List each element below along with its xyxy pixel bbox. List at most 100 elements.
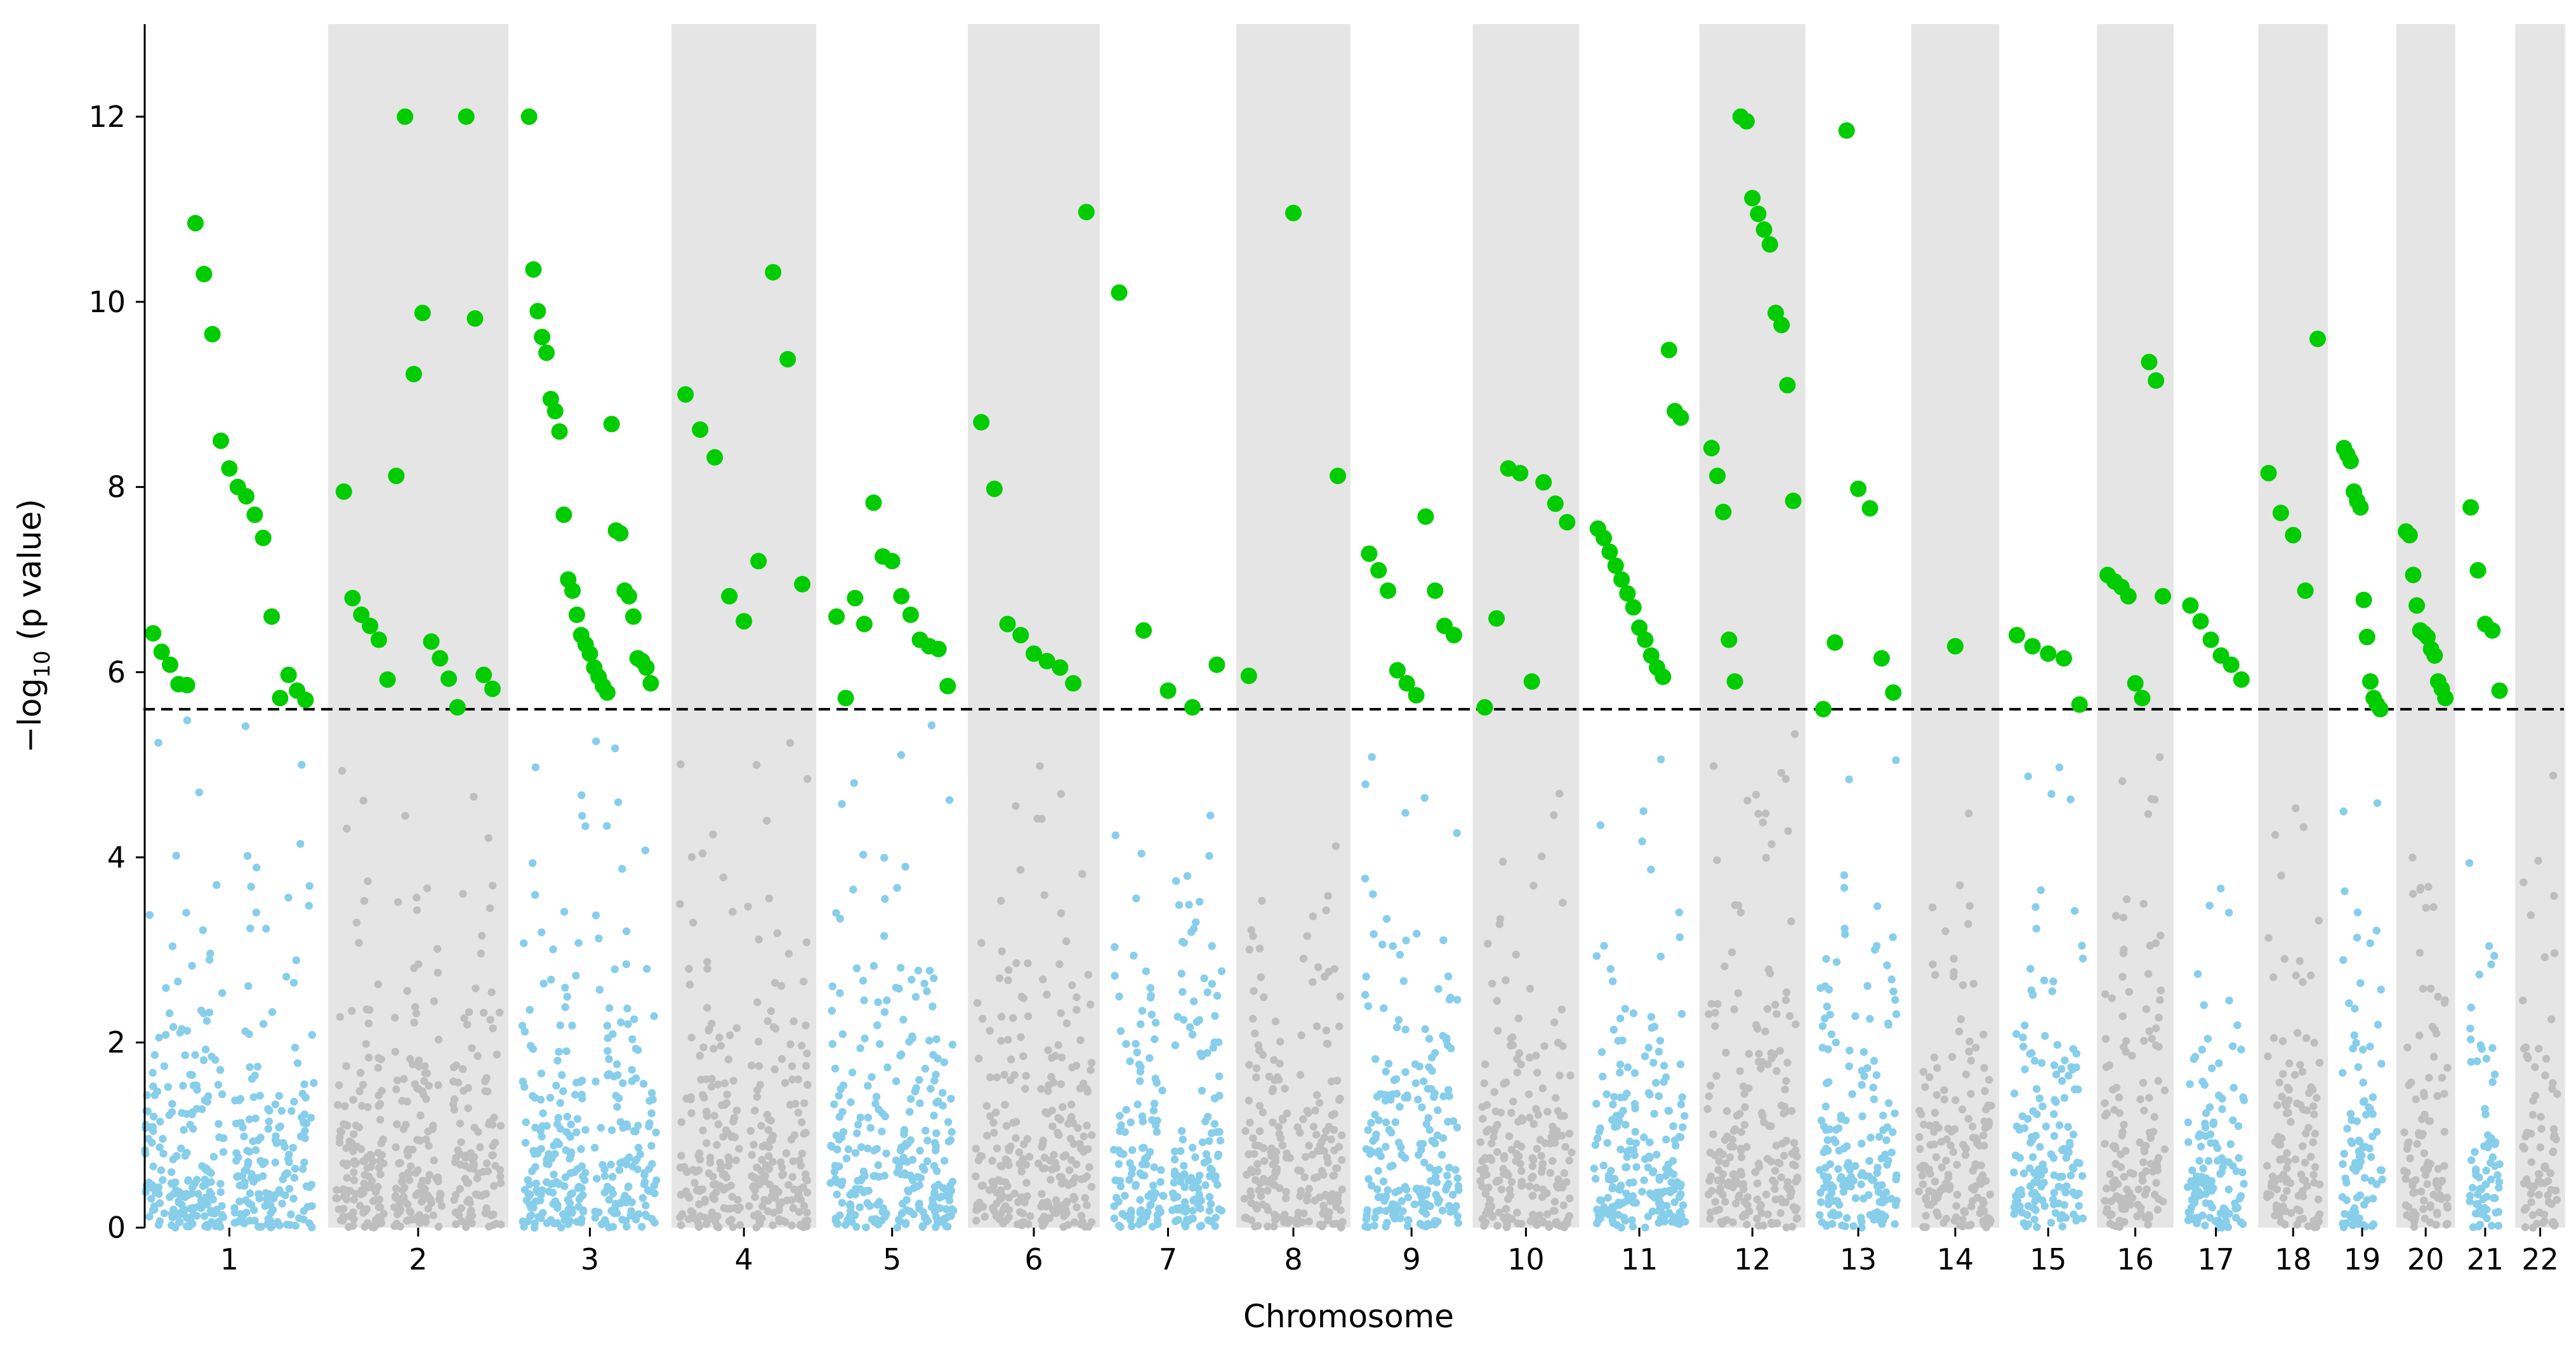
background-point	[1177, 1127, 1186, 1135]
background-point	[188, 1071, 196, 1079]
background-point	[1882, 1188, 1891, 1197]
background-point	[896, 1146, 905, 1155]
background-point	[1549, 1207, 1558, 1215]
background-point	[1439, 1032, 1447, 1040]
background-point	[2283, 1149, 2291, 1157]
background-point	[2033, 1223, 2041, 1231]
background-point	[1055, 960, 1064, 968]
background-point	[2377, 985, 2385, 994]
background-point	[997, 1013, 1006, 1021]
background-point	[392, 1143, 400, 1152]
background-point	[537, 1191, 545, 1199]
significant-point	[1595, 529, 1613, 546]
background-point	[1332, 1202, 1340, 1211]
background-point	[1252, 1176, 1260, 1184]
background-point	[1314, 963, 1323, 971]
background-point	[750, 1211, 758, 1220]
background-point	[763, 817, 771, 825]
significant-point	[432, 650, 449, 667]
background-point	[1772, 1141, 1780, 1150]
x-tick-label: 12	[1734, 1242, 1771, 1277]
background-point	[2490, 1070, 2499, 1079]
background-point	[1759, 1221, 1767, 1230]
background-point	[2108, 994, 2116, 1002]
background-point	[1936, 1186, 1945, 1195]
background-point	[1329, 1171, 1337, 1180]
background-point	[1386, 1162, 1394, 1171]
background-point	[2281, 1220, 2289, 1229]
background-point	[2432, 1221, 2440, 1229]
background-point	[1858, 1223, 1866, 1232]
background-point	[1509, 1098, 1517, 1106]
background-point	[478, 931, 486, 940]
background-point	[833, 1145, 842, 1153]
background-point	[2126, 1169, 2135, 1178]
background-point	[2428, 1023, 2437, 1031]
background-point	[1550, 1018, 1559, 1027]
background-point	[404, 1200, 412, 1209]
background-point	[2154, 1077, 2162, 1085]
background-point	[1111, 831, 1120, 839]
background-point	[1549, 1157, 1557, 1165]
significant-point	[973, 414, 990, 431]
background-point	[1012, 959, 1020, 968]
background-point	[800, 977, 808, 986]
background-point	[1085, 1223, 1093, 1231]
background-point	[1255, 1127, 1264, 1136]
background-point	[648, 1160, 656, 1168]
background-point	[1040, 891, 1048, 900]
background-point	[399, 1125, 408, 1133]
background-point	[1445, 995, 1454, 1004]
background-point	[2198, 1046, 2206, 1054]
background-point	[1887, 1148, 1896, 1157]
significant-point	[2134, 690, 2151, 707]
background-point	[2205, 1103, 2214, 1112]
background-point	[1265, 1072, 1274, 1081]
background-point	[403, 1148, 412, 1156]
background-point	[1881, 1212, 1889, 1221]
significant-point	[765, 264, 782, 281]
background-point	[1752, 1021, 1760, 1029]
background-point	[522, 1118, 530, 1127]
background-point	[880, 932, 888, 940]
background-point	[1599, 1072, 1607, 1081]
background-point	[916, 1146, 924, 1155]
background-point	[1708, 1186, 1716, 1195]
background-point	[1293, 1219, 1302, 1228]
background-point	[875, 1172, 883, 1181]
significant-point	[1613, 571, 1630, 588]
background-point	[859, 851, 868, 859]
background-point	[482, 1204, 491, 1212]
background-point	[160, 1062, 169, 1070]
significant-point	[1370, 561, 1387, 579]
background-point	[988, 1157, 996, 1165]
background-point	[897, 1209, 906, 1218]
background-point	[748, 1061, 756, 1070]
background-point	[1015, 1148, 1024, 1157]
background-point	[2275, 1079, 2283, 1087]
background-point	[2024, 1202, 2033, 1211]
background-point	[1958, 981, 1967, 990]
background-point	[880, 853, 888, 862]
background-point	[701, 1198, 709, 1206]
background-point	[603, 1021, 612, 1030]
background-point	[1213, 992, 1222, 1000]
significant-point	[178, 676, 195, 693]
background-point	[272, 1139, 281, 1148]
background-point	[546, 1094, 555, 1102]
background-point	[485, 1118, 494, 1126]
background-point	[998, 947, 1006, 955]
background-point	[906, 1108, 914, 1116]
background-point	[484, 1087, 492, 1096]
background-point	[1723, 1181, 1732, 1189]
background-point	[1707, 1000, 1715, 1008]
background-point	[1773, 1067, 1781, 1075]
background-point	[398, 1178, 407, 1186]
background-point	[572, 971, 580, 980]
background-point	[2157, 931, 2165, 940]
background-point	[255, 1194, 263, 1203]
background-point	[1540, 1042, 1549, 1051]
background-point	[2019, 1169, 2028, 1178]
background-point	[1832, 1138, 1840, 1146]
significant-point	[525, 261, 542, 278]
